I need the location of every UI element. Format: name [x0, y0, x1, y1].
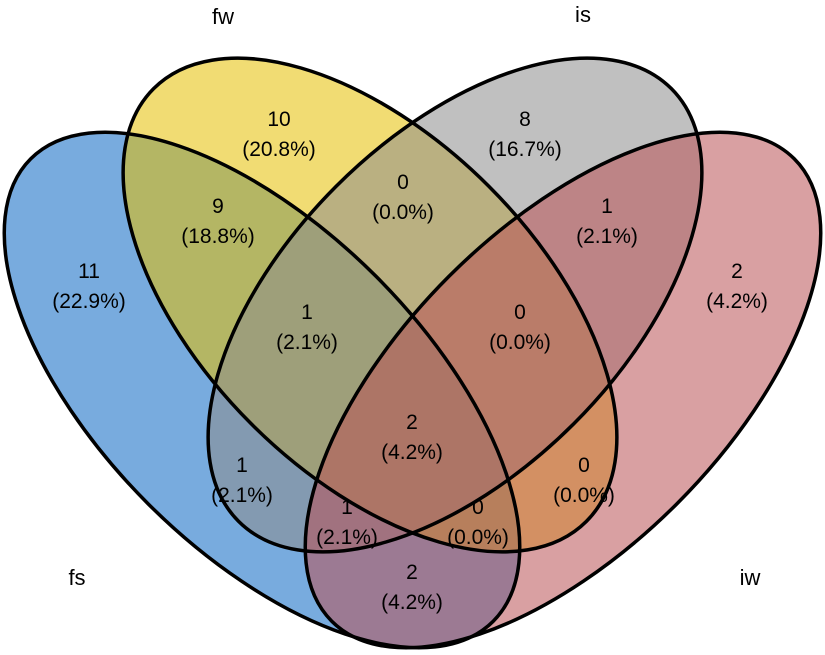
region-label-fs-fw-is-iw: 2 (4.2%)	[381, 408, 443, 468]
region-pct: (4.2%)	[381, 591, 443, 614]
region-count: 2	[406, 561, 418, 584]
region-pct: (2.1%)	[576, 225, 638, 248]
region-label-fs-iw: 2 (4.2%)	[381, 558, 443, 618]
region-label-fs-fw: 9 (18.8%)	[181, 192, 255, 252]
region-label-fs-is-iw: 1 (2.1%)	[316, 493, 378, 553]
region-count: 8	[519, 108, 531, 131]
region-count: 1	[341, 496, 353, 519]
region-label-fs-is: 1 (2.1%)	[211, 451, 273, 511]
venn-fill-iw	[305, 132, 821, 648]
region-label-iw: 2 (4.2%)	[706, 257, 768, 317]
region-pct: (2.1%)	[211, 484, 273, 507]
region-pct: (4.2%)	[706, 290, 768, 313]
region-count: 11	[78, 260, 100, 283]
region-count: 0	[514, 301, 526, 324]
region-count: 1	[301, 301, 313, 324]
region-pct: (2.1%)	[276, 331, 338, 354]
region-count: 10	[267, 108, 291, 131]
region-label-fw-is: 0 (0.0%)	[372, 168, 434, 228]
region-pct: (0.0%)	[553, 484, 615, 507]
region-pct: (2.1%)	[316, 526, 378, 549]
region-label-fw: 10 (20.8%)	[242, 105, 316, 165]
region-pct: (16.7%)	[488, 138, 562, 161]
set-label-fw: fw	[212, 4, 234, 29]
set-label-fs: fs	[68, 565, 86, 590]
region-label-is-iw: 1 (2.1%)	[576, 192, 638, 252]
region-count: 0	[578, 454, 590, 477]
region-label-fs-fw-iw: 0 (0.0%)	[447, 493, 509, 553]
set-label-is: is	[575, 2, 591, 27]
venn-outline-is	[206, 56, 704, 554]
region-pct: (18.8%)	[181, 225, 255, 248]
region-label-fw-is-iw: 0 (0.0%)	[489, 298, 551, 358]
region-pct: (0.0%)	[372, 201, 434, 224]
set-label-iw: iw	[739, 565, 761, 590]
region-pct: (4.2%)	[381, 441, 443, 464]
region-pct: (0.0%)	[447, 526, 509, 549]
region-label-fw-iw: 0 (0.0%)	[553, 451, 615, 511]
region-count: 1	[236, 454, 248, 477]
region-count: 0	[472, 496, 484, 519]
region-pct: (0.0%)	[489, 331, 551, 354]
region-count: 9	[212, 195, 224, 218]
venn-outline-iw	[303, 130, 823, 650]
region-count: 2	[731, 260, 743, 283]
region-pct: (20.8%)	[242, 138, 316, 161]
region-label-fs: 11 (22.9%)	[52, 257, 126, 317]
region-label-is: 8 (16.7%)	[488, 105, 562, 165]
region-count: 1	[601, 195, 613, 218]
region-count: 2	[406, 411, 418, 434]
venn-outline-fs	[2, 130, 522, 650]
region-pct: (22.9%)	[52, 290, 126, 313]
region-label-fs-fw-is: 1 (2.1%)	[276, 298, 338, 358]
region-count: 0	[397, 171, 409, 194]
venn-outline-fw	[121, 56, 619, 554]
